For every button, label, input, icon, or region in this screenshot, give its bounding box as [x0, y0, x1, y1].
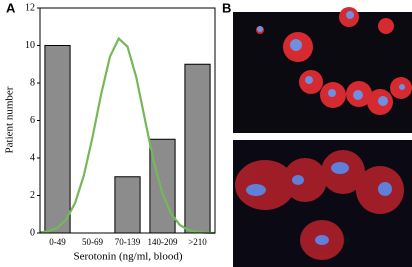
- x-tick-label: 70-139: [115, 237, 141, 247]
- y-axis-label: Patient number: [4, 86, 16, 153]
- y-tick-label: 6: [30, 115, 35, 126]
- panel-label: A: [6, 0, 16, 15]
- y-tick-label: 2: [30, 190, 35, 201]
- y-tick-label: 8: [30, 77, 35, 88]
- x-tick-label: >210: [188, 237, 207, 247]
- y-tick-label: 4: [30, 152, 35, 163]
- x-tick-label: 140-209: [148, 237, 178, 247]
- y-tick-label: 10: [25, 40, 35, 51]
- y-tick-label: 12: [25, 2, 35, 13]
- panel-label: B: [222, 0, 231, 15]
- bar: [114, 176, 141, 234]
- micrograph: [233, 7, 412, 267]
- x-tick-label: 0-49: [49, 237, 66, 247]
- bar: [44, 45, 71, 234]
- y-tick-label: 0: [30, 227, 35, 238]
- plot-frame: [39, 7, 216, 234]
- fit-curve: [39, 36, 216, 235]
- x-tick-label: 50-69: [82, 237, 103, 247]
- x-axis-label: Serotonin (ng/ml, blood): [73, 251, 182, 263]
- bar: [184, 63, 211, 234]
- bar: [149, 138, 176, 234]
